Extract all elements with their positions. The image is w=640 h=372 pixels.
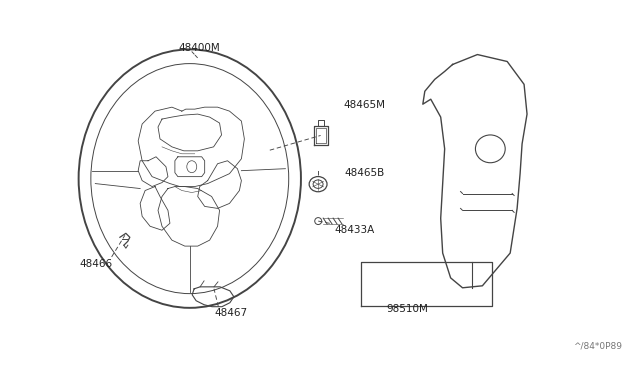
Text: 48400M: 48400M: [179, 42, 220, 52]
Text: ^/84*0P89: ^/84*0P89: [573, 341, 621, 350]
Text: 48433A: 48433A: [335, 225, 375, 235]
Text: 48466: 48466: [80, 259, 113, 269]
Text: 48467: 48467: [214, 308, 248, 318]
Text: 48465B: 48465B: [344, 168, 385, 178]
Text: 48465M: 48465M: [344, 100, 385, 110]
Text: 98510M: 98510M: [387, 304, 429, 314]
